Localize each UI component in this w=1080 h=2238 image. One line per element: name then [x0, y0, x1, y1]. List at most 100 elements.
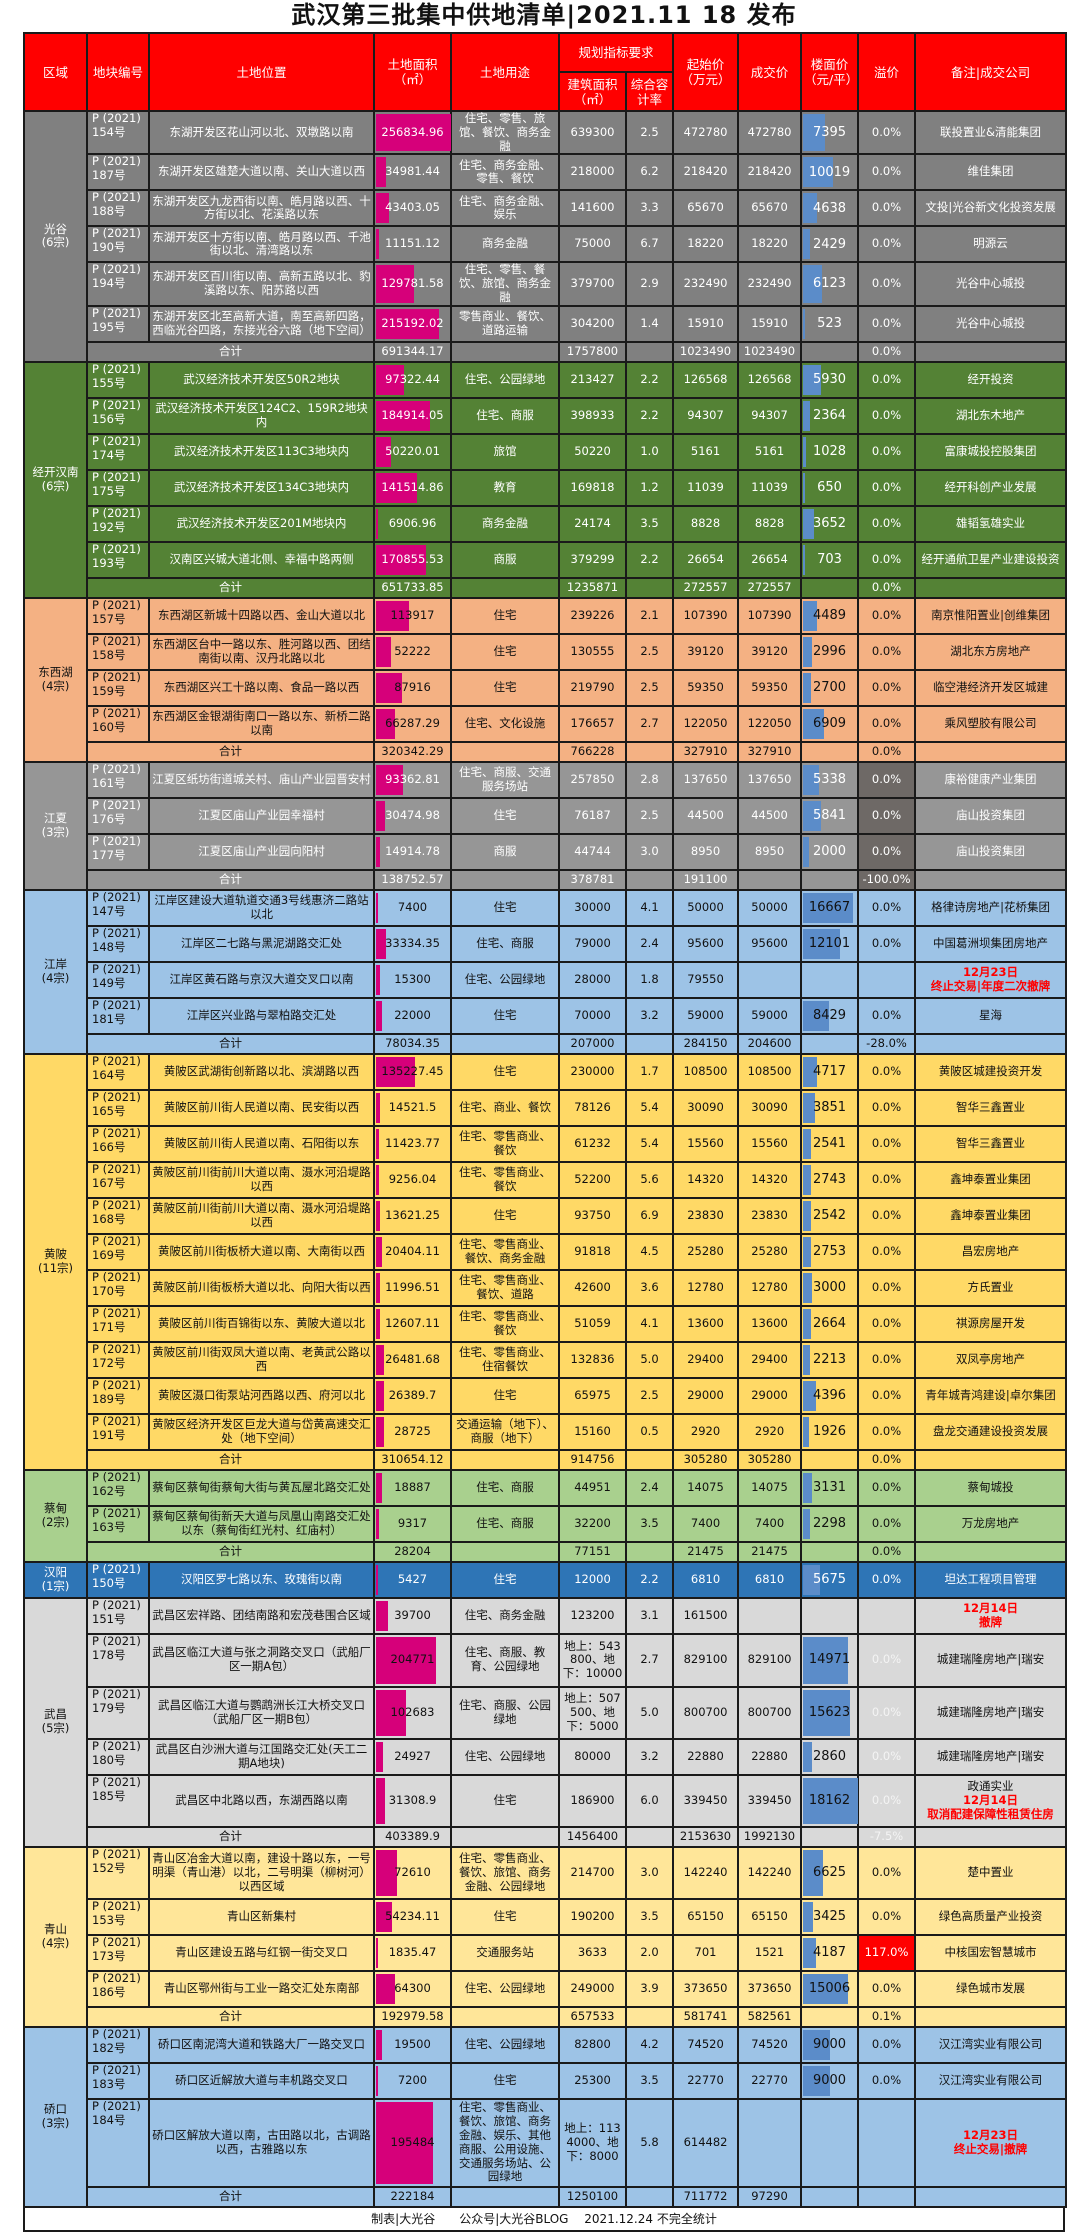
plot-far: 3.3 — [624, 189, 675, 228]
plot-far: 2.2 — [624, 540, 675, 579]
floor-price-bar — [803, 157, 834, 188]
floor-price-value: 2364 — [812, 407, 847, 423]
plot-location: 武昌区宏祥路、团结南路和宏茂巷围合区域 — [148, 1596, 375, 1635]
subtotal-premium: 0.0% — [857, 740, 917, 763]
plot-far: 3.1 — [624, 1596, 675, 1635]
plot-id: P (2021) 158号 — [86, 632, 150, 671]
area-value: 12607.11 — [385, 1315, 440, 1330]
floor-price-bar — [803, 800, 821, 831]
floor-price-value: 8429 — [812, 1007, 847, 1023]
plot-premium — [857, 2097, 917, 2188]
table-row: P (2021) 181号 江岸区兴业路与翠柏路交汇处 22000 住宅 70000 3.… — [24, 996, 1068, 1035]
plot-start-price: 29000 — [672, 1376, 740, 1415]
plot-floor-price: 2700 — [800, 668, 860, 707]
plot-floor-price: 2664 — [800, 1304, 860, 1343]
subtotal-empty — [624, 1032, 675, 1055]
plot-use: 交通运输（地下）、商服（地下） — [450, 1412, 560, 1451]
subtotal-area: 691344.17 — [373, 340, 452, 363]
subtotal-empty — [800, 340, 860, 363]
plot-area: 14521.5 — [373, 1088, 452, 1127]
plot-premium: 0.0% — [857, 1632, 917, 1688]
floor-price-bar — [803, 836, 810, 867]
plot-note: 格律诗房地产|花桥集团 — [914, 888, 1068, 927]
region-name: 东西湖 — [38, 664, 73, 679]
floor-price-value: 1028 — [812, 443, 847, 459]
plot-floor-price: 6909 — [800, 704, 860, 743]
plot-floor-price: 3851 — [800, 1088, 860, 1127]
plot-build-area: 379299 — [558, 540, 627, 579]
table-row: P (2021) 175号 武汉经济技术开发区134C3地块内 141514.86 教… — [24, 468, 1068, 507]
plot-far: 2.5 — [624, 1376, 675, 1415]
plot-start-price: 11039 — [672, 468, 740, 507]
plot-build-area: 52200 — [558, 1160, 627, 1199]
plot-area: 26389.7 — [373, 1376, 452, 1415]
plot-floor-price: 4396 — [800, 1376, 860, 1415]
col-floor-price: 楼面价（元/平） — [800, 32, 860, 112]
plot-start-price: 95600 — [672, 924, 740, 963]
plot-far: 3.2 — [624, 996, 675, 1035]
plot-note: 经开通航卫星产业建设投资 — [914, 540, 1068, 579]
plot-use: 住宅、公园绿地 — [450, 960, 560, 999]
subtotal-premium — [857, 2185, 917, 2208]
plot-location: 东湖开发区雄楚大道以南、关山大道以西 — [148, 153, 375, 192]
plot-premium: 0.0% — [857, 468, 917, 507]
plot-deal-price: 8828 — [737, 504, 803, 543]
plot-deal-price: 65150 — [737, 1897, 803, 1936]
plot-floor-price: 1028 — [800, 432, 860, 471]
floor-price-value: 16667 — [808, 899, 851, 915]
plot-use: 住宅 — [450, 1376, 560, 1415]
floor-price-value: 2213 — [812, 1351, 847, 1367]
area-value: 9317 — [397, 1515, 428, 1530]
plot-floor-price: 9000 — [800, 2061, 860, 2100]
plot-build-area: 257850 — [558, 760, 627, 799]
col-planning: 规划指标要求 — [557, 32, 675, 73]
plot-deal-price: 74520 — [737, 2025, 803, 2064]
plot-deal-price: 142240 — [737, 1845, 803, 1900]
plot-start-price: 25280 — [672, 1232, 740, 1271]
plot-id: P (2021) 180号 — [86, 1737, 150, 1776]
subtotal-empty — [914, 2005, 1068, 2028]
subtotal-empty — [450, 340, 560, 363]
subtotal-start-price: 1023490 — [672, 340, 740, 363]
plot-location: 武昌区临江大道与鹦鹉洲长江大桥交叉口（武船厂区一期B包） — [148, 1685, 375, 1740]
plot-far: 2.4 — [624, 924, 675, 963]
plot-start-price: 7400 — [672, 1504, 740, 1543]
floor-price-bar — [803, 1092, 815, 1123]
plot-far: 5.0 — [624, 1685, 675, 1740]
area-bar — [376, 1200, 380, 1231]
plot-premium: 0.0% — [857, 596, 917, 635]
plot-build-area: 51059 — [558, 1304, 627, 1343]
plot-note: 祺源房屋开发 — [914, 1304, 1068, 1343]
plot-deal-price: 6810 — [737, 1560, 803, 1599]
plot-note: 12月23日 终止交易|年度二次撤牌 — [914, 960, 1068, 999]
subtotal-empty — [800, 1032, 860, 1055]
plot-far: 2.5 — [624, 632, 675, 671]
subtotal-row: 合计 28204 77151 21475 21475 0.0% — [24, 1540, 1068, 1563]
plot-start-price: 472780 — [672, 109, 740, 156]
floor-price-value: 3000 — [812, 1279, 847, 1295]
table-row: P (2021) 195号 东湖开发区北至高新大道，南至高新四路，西临光谷四路，东… — [24, 304, 1068, 343]
subtotal-build-area: 1235871 — [558, 576, 627, 599]
plot-floor-price: 3425 — [800, 1897, 860, 1936]
plot-build-area: 141600 — [558, 189, 627, 228]
area-value: 22000 — [394, 1007, 431, 1022]
plot-area: 195484 — [373, 2097, 452, 2188]
plot-location: 江夏区庙山产业园幸福村 — [148, 796, 375, 835]
plot-note: 汉江湾实业有限公司 — [914, 2025, 1068, 2064]
floor-price-bar — [803, 1128, 811, 1159]
plot-deal-price: 18220 — [737, 225, 803, 264]
plot-location: 东西湖区台中一路以东、胜河路以西、团结南街以南、汉丹北路以北 — [148, 632, 375, 671]
subtotal-empty — [450, 2005, 560, 2028]
region-name: 光谷 — [44, 221, 67, 236]
plot-premium: 0.0% — [857, 704, 917, 743]
winner-company: 城建瑞隆房地产|瑞安 — [936, 1704, 1045, 1719]
floor-price-bar — [803, 1937, 816, 1968]
plot-floor-price: 2996 — [800, 632, 860, 671]
floor-price-bar — [803, 1000, 829, 1031]
floor-price-value: 1926 — [812, 1423, 847, 1439]
table-row: P (2021) 173号 青山区建设五路与红钢一街交叉口 1835.47 交通服务站… — [24, 1933, 1068, 1972]
plot-deal-price: 108500 — [737, 1052, 803, 1091]
plot-use: 住宅、商服 — [450, 396, 560, 435]
plot-area: 22000 — [373, 996, 452, 1035]
region-cell: 黄陂 (11宗) — [23, 1052, 88, 1471]
